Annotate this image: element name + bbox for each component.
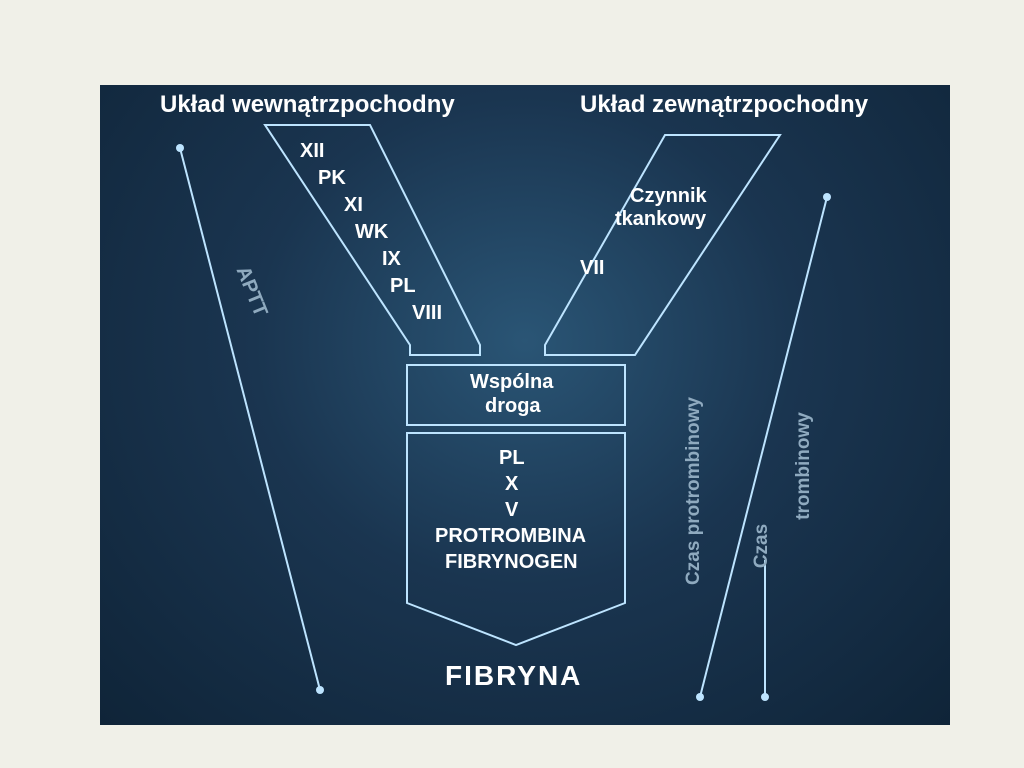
intrinsic-factor-5: PL (390, 275, 416, 298)
bracket-left-dot-top (176, 144, 184, 152)
intrinsic-factor-3: WK (355, 221, 388, 244)
intrinsic-factor-2: XI (344, 194, 363, 217)
title-intrinsic: Układ wewnątrzpochodny (160, 91, 455, 119)
common-factor-1: X (505, 473, 518, 496)
intrinsic-factor-6: VIII (412, 302, 442, 325)
common-factor-4: FIBRYNOGEN (445, 551, 578, 574)
trombin-label-2: trombinowy (793, 412, 815, 520)
bracket-trombin-dot-bot (761, 693, 769, 701)
common-factor-2: V (505, 499, 518, 522)
diagram-canvas: Układ wewnątrzpochodny Układ zewnątrzpoc… (100, 85, 950, 725)
trombin-label-1: Czas (751, 524, 773, 568)
common-header-1: Wspólna (470, 371, 553, 394)
extrinsic-factor: VII (580, 257, 604, 280)
bracket-left-dot-bot (316, 686, 324, 694)
intrinsic-factor-4: IX (382, 248, 401, 271)
bracket-protrombin-dot-top (823, 193, 831, 201)
protrombin-label: Czas protrombinowy (683, 397, 705, 585)
extrinsic-label-1: Czynnik (630, 185, 707, 208)
common-header-2: droga (485, 395, 541, 418)
extrinsic-shape (545, 135, 780, 355)
aptt-label: APTT (231, 263, 272, 320)
intrinsic-factor-0: XII (300, 140, 324, 163)
final-label: FIBRYNA (445, 660, 582, 692)
extrinsic-label-2: tkankowy (615, 208, 706, 231)
common-factor-3: PROTROMBINA (435, 525, 586, 548)
bracket-protrombin-dot-bot (696, 693, 704, 701)
common-factor-0: PL (499, 447, 525, 470)
intrinsic-factor-1: PK (318, 167, 346, 190)
title-extrinsic: Układ zewnątrzpochodny (580, 91, 868, 119)
bracket-left-line (180, 148, 320, 690)
